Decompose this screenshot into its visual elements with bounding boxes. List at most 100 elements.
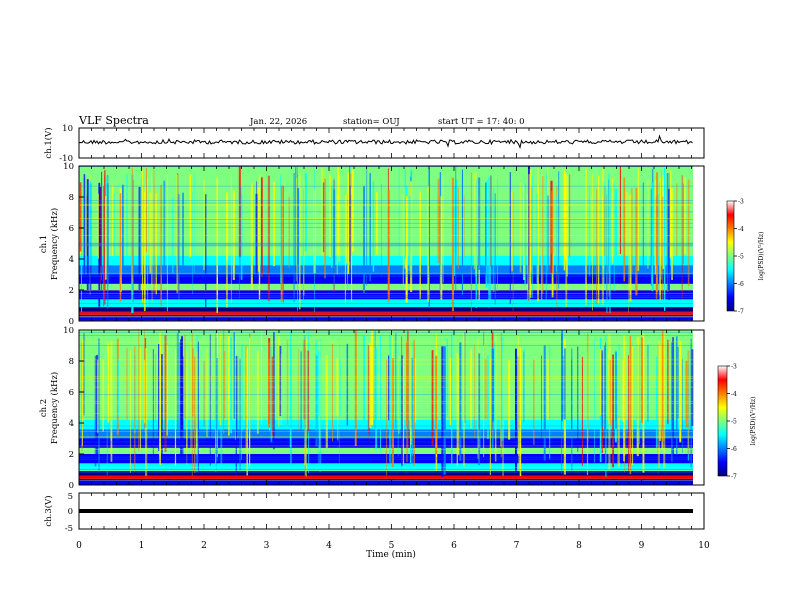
ch2-spectrogram-streak [398,355,400,434]
ch1-spectrogram-streak [660,189,661,265]
ch1-spectrogram-texture [79,166,693,321]
ch2-spectrogram-streak [98,338,100,473]
ch1-spectrogram-streak [613,183,615,291]
ch2-spectrogram-streak [661,330,664,442]
colorbar-tick-label: -3 [731,364,737,371]
ch2-spectrogram-streak [604,342,606,455]
ch2-spectrogram-line [79,445,693,447]
ch2-spectrogram-line [79,378,693,379]
ch2-colorbar-gradient [717,365,728,477]
ch2-spectrogram-streak [179,341,181,440]
ch2-spectrogram-line [79,376,693,378]
ch2-spectrogram-streak [625,341,627,456]
ch2-spectrogram-streak [533,359,535,445]
ch1-spectrogram-streak [296,178,298,282]
ch2-spectrogram-streak [155,353,156,423]
ch2-spectrogram-line [79,458,693,460]
ch1-spectrogram-streak [511,191,513,272]
ch2-spectrogram-streak [138,330,140,451]
ch2-spectrogram-streak [682,358,683,453]
ch2-spectrogram-line [79,456,693,458]
ch1-spectrogram-streak [619,166,621,254]
ch1-spectrogram-streak [440,196,443,300]
ch2-spectrogram-streak [676,336,678,455]
ch2-spectrogram-streak [443,346,446,475]
ch1-spectrogram-streak [585,168,587,306]
ch1-spectrogram-streak [303,179,305,296]
ch2-spectrogram-texture [79,330,694,485]
ch1-spectrogram-streak [176,174,178,293]
ch2-spectrogram-streak [658,340,660,468]
ch2-spectrogram-line [79,332,693,333]
figure-title: VLF Spectra [78,114,149,127]
ch1-spectrogram-streak [349,174,352,270]
ch2-spectrogram-streak [638,345,640,445]
xtick-label: 2 [201,541,207,551]
ch1-spectrogram-streak [84,188,86,273]
xtick-label: 1 [139,541,145,551]
ch2-spectrogram-streak [286,339,289,425]
ch1-spectrogram-line [79,219,693,220]
ytick-label: 10 [63,326,74,336]
ch1-spectrogram-streak [657,194,659,291]
ch2-spectrogram-streak [435,355,438,455]
ch2-spectrogram-streak [152,349,154,457]
ch1-spectrogram-streak [637,168,640,271]
ch1-spectrogram-line [79,185,693,187]
ch2-spectrogram-streak [215,357,217,472]
ch2-spectrogram-panel: ch.2 Frequency (kHz) 0 2 4 6 8 10 [39,326,705,491]
ch2-spectrogram-streak [615,351,617,429]
ch2-spectrogram-line [79,436,693,437]
ch1-spectrogram-streak [299,174,301,310]
ch1-spectrogram-line [79,312,693,314]
ch2-spectrogram-streak [389,335,392,467]
ch1-spectrogram-streak [528,174,531,301]
ch2-spectrogram-streak [667,339,669,425]
ch2-spectrogram-streak [164,335,167,452]
ch2-spectrogram-streak [143,360,146,424]
ch2-spectrogram-streak [246,347,248,476]
ytick-label: 0 [69,317,74,327]
ch2-spectrogram-streak [261,331,262,425]
ch1-spectrogram-streak [351,169,354,252]
ch1-spectrogram-line [79,272,693,274]
ch1-spectrogram-streak [485,180,488,288]
ch1-spectrogram-streak [230,173,232,303]
ch1-spectrogram-band [79,314,693,321]
ch1-spectrogram-streak [662,175,665,269]
ch2-spectrogram-streak [300,351,302,431]
ch1-spectrogram-streak [629,194,632,302]
ch2-spectrogram-streak [487,355,489,440]
ytick-label: 8 [69,193,74,203]
ch1-spectrogram-line [79,273,693,275]
ch1-spectrogram-line [79,296,693,298]
ch2-spectrogram-streak [541,355,542,446]
ch1-spectrogram-streak [541,175,544,294]
ch1-spectrogram-streak [408,195,411,272]
ch2-spectrogram-streak [657,343,659,474]
ch2-spectrogram-streak [677,347,679,419]
ch1-waveform-trace [78,134,693,150]
ch2-spectrogram-streak [245,346,247,448]
ch2-spectrogram-streak [502,337,504,441]
ch2-spectrogram-streak [659,345,661,441]
ch2-spectrogram-streak [332,344,333,442]
ch2-spectrogram-streak [368,357,370,441]
ch2-spectrogram-streak [184,334,186,419]
ch2-spectrogram-band [79,438,693,448]
ch2-spectrogram-streak [655,356,658,448]
ch1-spectrogram-streak [661,171,663,280]
ch1-colorbar-label: log(PSD)(V²/Hz) [758,232,765,281]
ch1-spectrogram-streak [470,172,472,312]
ch2-spectrogram-streak [612,354,614,468]
ch2-spectrogram-streak [474,345,475,439]
ch2-spectrogram-streak [346,343,349,426]
ch2-spectrogram-streak [687,350,690,455]
ch2-spectrogram-streak [233,332,235,419]
ch1-spectrogram-streak [669,170,672,259]
ch2-spectrogram-streak [484,358,487,419]
ch1-spectrogram-line [79,227,693,228]
ch1-waveform-panel: 10 -10 ch.1(V) [43,124,705,164]
xtick-label: 10 [698,541,710,551]
ch1-spectrogram-streak [455,179,458,264]
